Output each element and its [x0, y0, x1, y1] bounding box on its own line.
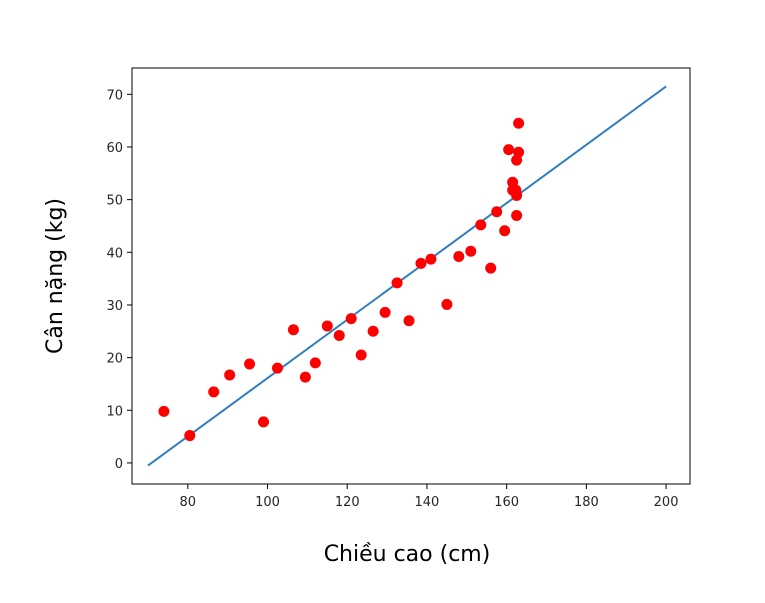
- data-point: [475, 219, 487, 231]
- data-point: [511, 209, 523, 221]
- x-tick-label: 180: [574, 495, 599, 510]
- fit-line: [147, 85, 667, 467]
- x-tick-label: 160: [494, 495, 519, 510]
- y-axis-label: Cân nặng (kg): [43, 198, 68, 354]
- y-tick-label: 30: [106, 299, 123, 314]
- x-tick-label: 120: [335, 495, 360, 510]
- y-tick-label: 60: [106, 141, 123, 156]
- data-points: [158, 117, 525, 442]
- data-point: [158, 405, 170, 417]
- data-point: [441, 298, 453, 310]
- x-tick-label: 200: [654, 495, 679, 510]
- y-axis: 0 10 20 30 40 50 60 70: [106, 88, 132, 472]
- data-point: [465, 245, 477, 257]
- x-axis: 80 100 120 140 160 180 200: [180, 484, 679, 510]
- y-tick-label: 40: [106, 246, 123, 261]
- data-point: [258, 416, 270, 428]
- data-point: [499, 225, 511, 237]
- data-point: [309, 357, 321, 369]
- y-tick-label: 10: [106, 404, 123, 419]
- x-axis-label: Chiều cao (cm): [324, 542, 491, 567]
- y-tick-label: 70: [106, 88, 123, 103]
- data-point: [287, 324, 299, 336]
- y-tick-label: 0: [115, 457, 123, 472]
- data-point: [345, 313, 357, 325]
- data-point: [355, 349, 367, 361]
- data-point: [184, 430, 196, 442]
- y-tick-label: 50: [106, 194, 123, 209]
- data-point: [271, 362, 283, 374]
- data-point: [244, 358, 256, 370]
- data-point: [425, 253, 437, 265]
- data-point: [513, 146, 525, 158]
- data-point: [367, 325, 379, 337]
- data-point: [208, 386, 220, 398]
- data-point: [224, 369, 236, 381]
- data-point: [333, 330, 345, 342]
- data-point: [299, 371, 311, 383]
- x-tick-label: 100: [255, 495, 280, 510]
- x-tick-label: 140: [415, 495, 440, 510]
- data-point: [379, 306, 391, 318]
- y-tick-label: 20: [106, 352, 123, 367]
- data-point: [503, 144, 515, 156]
- data-point: [491, 206, 503, 218]
- data-point: [511, 189, 523, 201]
- data-point: [485, 262, 497, 274]
- x-tick-label: 80: [180, 495, 197, 510]
- data-point: [403, 315, 415, 327]
- data-point: [321, 320, 333, 332]
- data-point: [513, 117, 525, 129]
- data-point: [453, 251, 465, 263]
- data-point: [415, 257, 427, 269]
- data-point: [391, 277, 403, 289]
